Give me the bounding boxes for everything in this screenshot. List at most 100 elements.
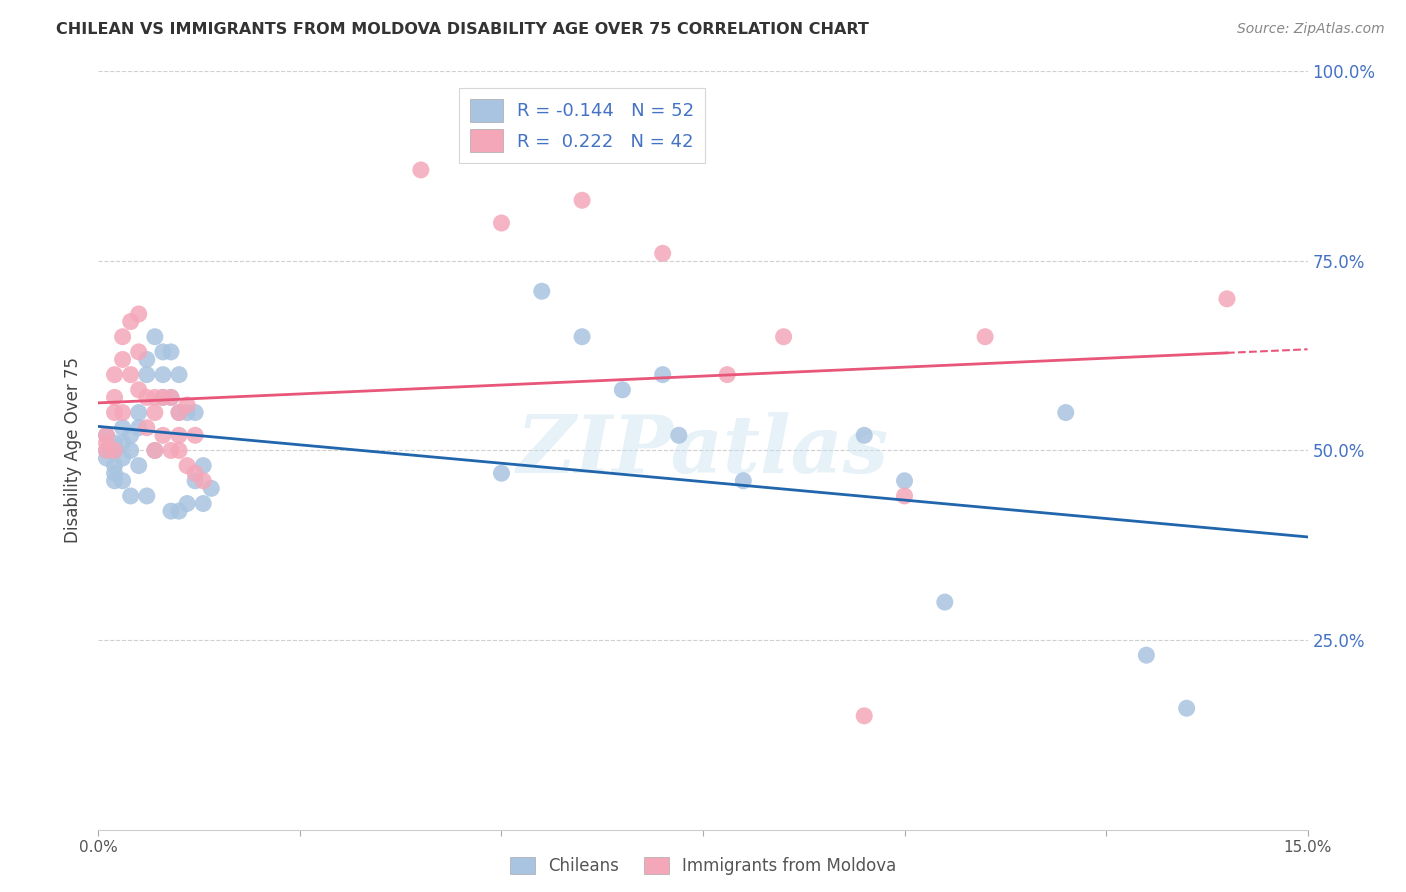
Point xyxy=(135,489,157,503)
Point xyxy=(143,391,166,405)
Point xyxy=(135,421,157,435)
Point xyxy=(103,368,125,382)
Point xyxy=(135,352,157,367)
Point xyxy=(135,368,157,382)
Point xyxy=(200,482,222,496)
Point xyxy=(893,489,915,503)
Point xyxy=(160,443,183,458)
Point xyxy=(176,496,198,510)
Point xyxy=(176,458,198,473)
Point xyxy=(184,428,207,442)
Legend: R = -0.144   N = 52, R =  0.222   N = 42: R = -0.144 N = 52, R = 0.222 N = 42 xyxy=(460,88,704,163)
Point xyxy=(96,443,118,458)
Point xyxy=(651,368,673,382)
Point xyxy=(143,443,166,458)
Point xyxy=(612,383,634,397)
Point xyxy=(128,458,150,473)
Point xyxy=(167,443,190,458)
Point xyxy=(193,496,215,510)
Point xyxy=(103,391,125,405)
Point xyxy=(120,428,142,442)
Point xyxy=(716,368,738,382)
Point xyxy=(853,428,876,442)
Point xyxy=(103,436,125,450)
Point xyxy=(193,474,215,488)
Point xyxy=(167,405,190,420)
Point xyxy=(111,405,134,420)
Point xyxy=(96,436,118,450)
Point xyxy=(160,391,183,405)
Point xyxy=(128,344,150,359)
Point xyxy=(193,458,215,473)
Point xyxy=(103,458,125,473)
Point xyxy=(128,405,150,420)
Point xyxy=(651,246,673,260)
Point xyxy=(103,443,125,458)
Point xyxy=(571,330,593,344)
Point xyxy=(152,391,174,405)
Point xyxy=(530,285,553,299)
Point xyxy=(96,428,118,442)
Point xyxy=(184,467,207,481)
Point xyxy=(128,307,150,321)
Point xyxy=(135,391,157,405)
Point xyxy=(111,451,134,466)
Point xyxy=(167,368,190,382)
Point xyxy=(160,391,183,405)
Point xyxy=(160,344,183,359)
Point xyxy=(152,344,174,359)
Point xyxy=(668,428,690,442)
Point xyxy=(409,163,432,178)
Point xyxy=(176,405,198,420)
Text: CHILEAN VS IMMIGRANTS FROM MOLDOVA DISABILITY AGE OVER 75 CORRELATION CHART: CHILEAN VS IMMIGRANTS FROM MOLDOVA DISAB… xyxy=(56,22,869,37)
Point xyxy=(934,595,956,609)
Point xyxy=(96,428,118,442)
Y-axis label: Disability Age Over 75: Disability Age Over 75 xyxy=(65,358,83,543)
Point xyxy=(111,421,134,435)
Point xyxy=(1175,701,1198,715)
Point xyxy=(491,467,513,481)
Point xyxy=(111,436,134,450)
Point xyxy=(96,451,118,466)
Point xyxy=(152,391,174,405)
Text: ZIPatlas: ZIPatlas xyxy=(517,412,889,489)
Point xyxy=(96,443,118,458)
Point xyxy=(160,504,183,518)
Point xyxy=(184,474,207,488)
Point xyxy=(167,428,190,442)
Point xyxy=(103,474,125,488)
Point xyxy=(120,443,142,458)
Point xyxy=(111,352,134,367)
Point xyxy=(491,216,513,230)
Point xyxy=(1054,405,1077,420)
Point xyxy=(103,467,125,481)
Point xyxy=(128,421,150,435)
Point xyxy=(167,405,190,420)
Point xyxy=(733,474,755,488)
Point xyxy=(571,194,593,208)
Legend: Chileans, Immigrants from Moldova: Chileans, Immigrants from Moldova xyxy=(502,849,904,884)
Point xyxy=(1216,292,1239,306)
Point xyxy=(103,405,125,420)
Point xyxy=(167,504,190,518)
Point xyxy=(120,489,142,503)
Point xyxy=(120,368,142,382)
Point xyxy=(128,383,150,397)
Point xyxy=(143,405,166,420)
Point xyxy=(120,314,142,328)
Point xyxy=(103,443,125,458)
Point xyxy=(152,368,174,382)
Point xyxy=(111,330,134,344)
Point xyxy=(772,330,794,344)
Point xyxy=(111,474,134,488)
Point xyxy=(893,474,915,488)
Point xyxy=(853,708,876,723)
Point xyxy=(176,398,198,412)
Point xyxy=(1135,648,1157,662)
Point xyxy=(152,428,174,442)
Point xyxy=(143,330,166,344)
Point xyxy=(184,405,207,420)
Point xyxy=(143,443,166,458)
Text: Source: ZipAtlas.com: Source: ZipAtlas.com xyxy=(1237,22,1385,37)
Point xyxy=(974,330,997,344)
